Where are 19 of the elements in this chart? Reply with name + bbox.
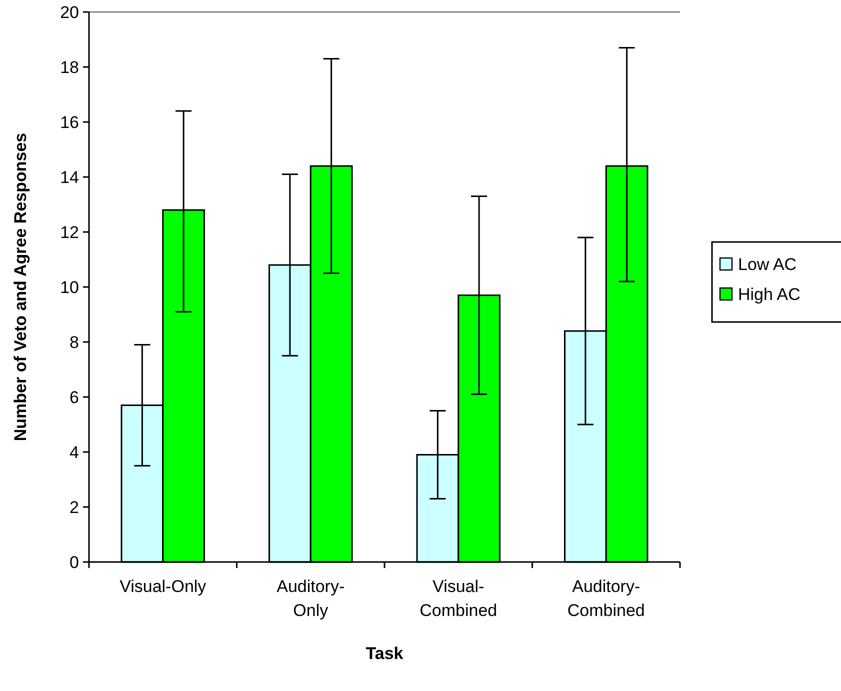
y-axis-title: Number of Veto and Agree Responses [11, 132, 30, 442]
x-tick-label: Auditory- Combined [567, 577, 645, 620]
x-tick-label: Auditory- Only [276, 577, 345, 620]
x-axis-title: Task [366, 644, 404, 663]
y-tick-label: 12 [60, 222, 79, 242]
y-tick-label: 8 [70, 332, 79, 352]
legend-label: Low AC [738, 254, 797, 274]
y-tick-label: 18 [60, 58, 79, 77]
y-tick-label: 16 [60, 112, 79, 132]
y-tick-label: 10 [60, 278, 79, 297]
y-tick-label: 6 [70, 388, 79, 407]
y-tick-label: 2 [70, 498, 79, 517]
x-tick-label: Visual-Only [120, 577, 207, 596]
legend-label: High AC [738, 284, 800, 304]
y-tick-label: 14 [60, 168, 79, 187]
y-tick-label: 4 [70, 442, 79, 462]
x-tick-label: Visual- Combined [420, 577, 498, 620]
y-tick-label: 20 [60, 2, 79, 22]
y-tick-label: 0 [70, 552, 79, 572]
